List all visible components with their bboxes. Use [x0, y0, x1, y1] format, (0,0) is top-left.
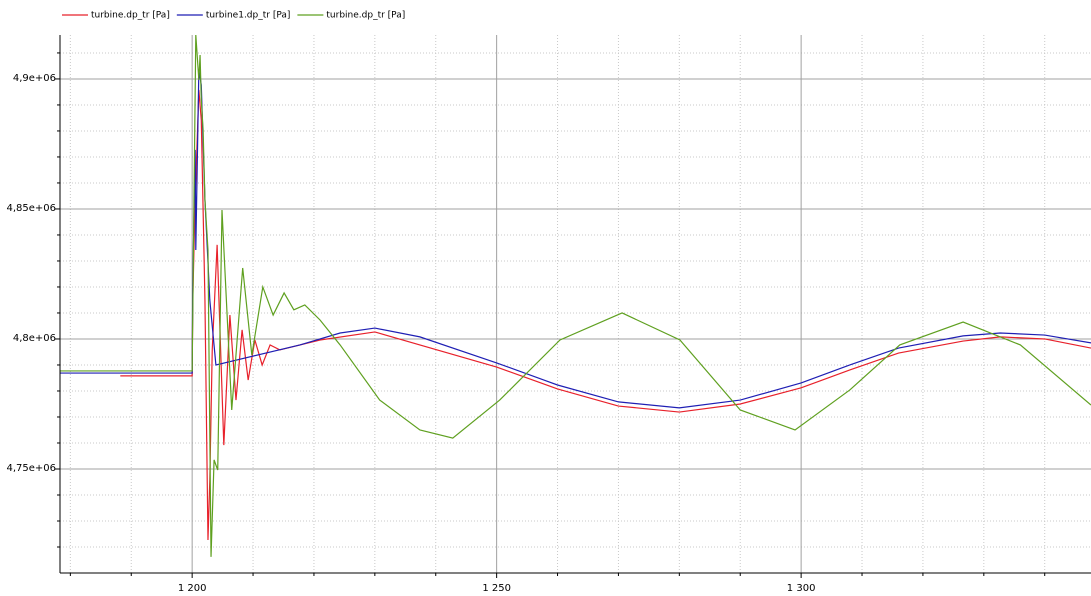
plot-area: [60, 35, 1091, 557]
axes: 1 200 1 250 1 300 4,75e+06 4,8e+06 4,85e+06 4,…: [6, 35, 1091, 594]
y-tick-label: 4,9e+06: [13, 73, 56, 84]
legend-label: turbine1.dp_tr [Pa]: [206, 11, 291, 21]
grid: [60, 35, 1091, 573]
y-tick-label: 4,85e+06: [6, 203, 56, 214]
x-tick-label: 1 250: [482, 583, 511, 594]
x-tick-label: 1 300: [787, 583, 816, 594]
y-tick-label: 4,8e+06: [13, 333, 56, 344]
series-line: [60, 69, 1091, 409]
legend-label: turbine.dp_tr [Pa]: [91, 11, 170, 21]
legend: turbine.dp_tr [Pa] turbine1.dp_tr [Pa] tur…: [62, 11, 405, 21]
legend-label: turbine.dp_tr [Pa]: [326, 11, 405, 21]
series-line: [60, 35, 1091, 557]
y-tick-label: 4,75e+06: [6, 463, 56, 474]
x-tick-label: 1 200: [178, 583, 207, 594]
series-line: [120, 89, 1091, 540]
